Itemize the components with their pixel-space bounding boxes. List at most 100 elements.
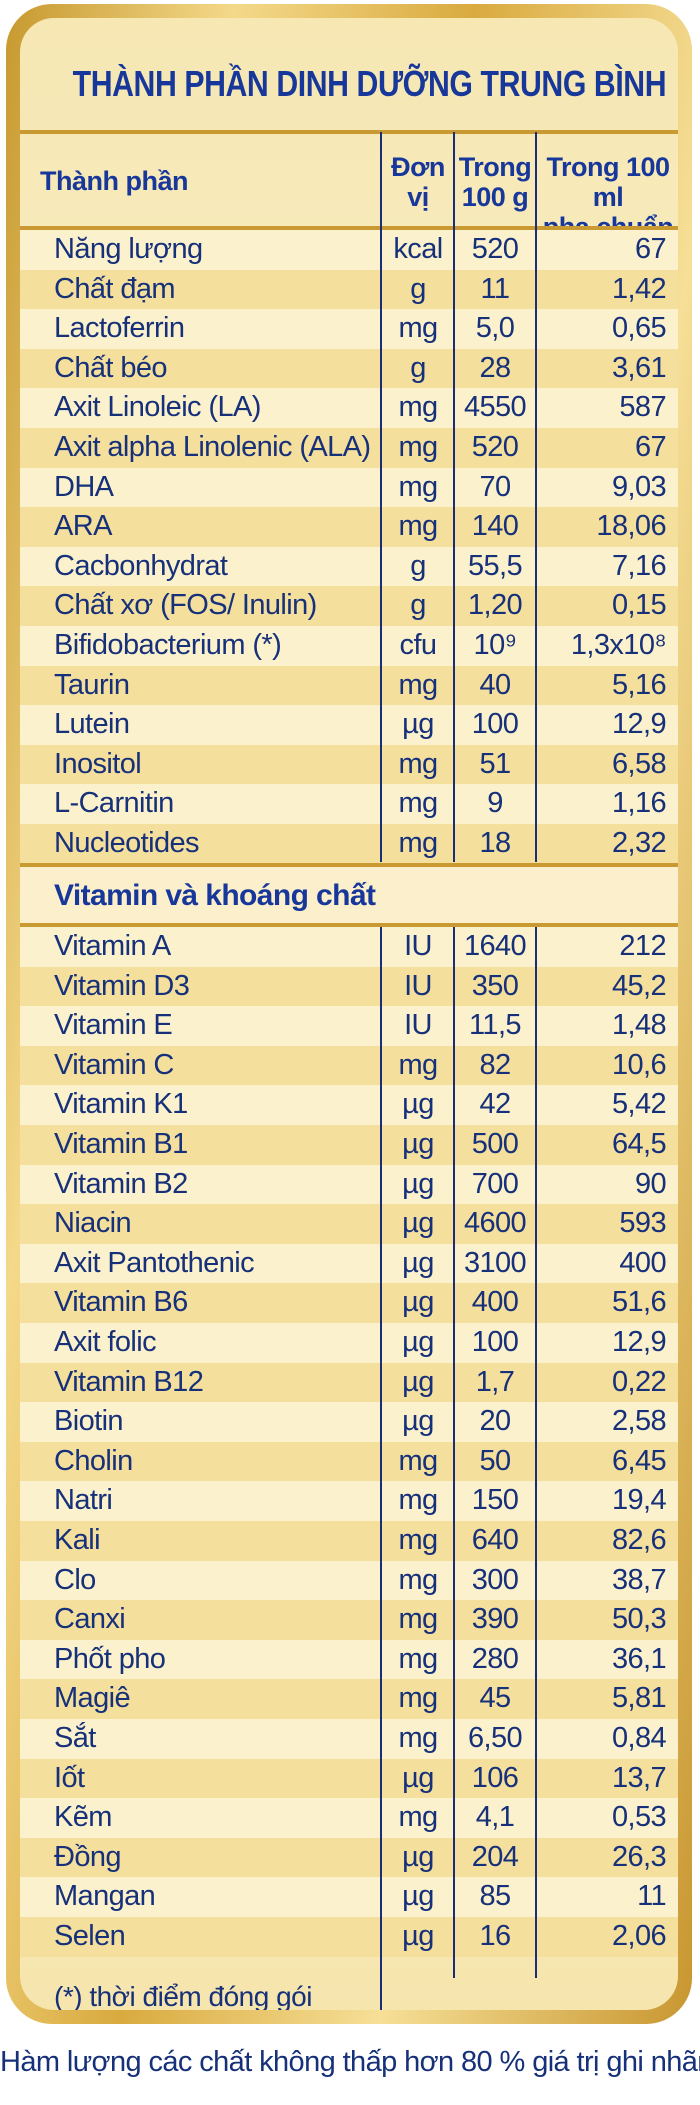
- table-row: ARA mg 140 18,06: [20, 507, 678, 547]
- cell-component: Cholin: [54, 1444, 133, 1477]
- table-row: Taurin mg 40 5,16: [20, 665, 678, 706]
- cell-per-100ml: 400: [619, 1246, 666, 1279]
- cell-per-100ml: 7,16: [611, 549, 667, 582]
- cell-per-100ml: 5,16: [611, 668, 667, 701]
- cell-component: Kẽm: [54, 1801, 112, 1834]
- table-row: L-Carnitin mg 9 1,16: [20, 784, 678, 824]
- cell-unit: µg: [402, 1246, 434, 1279]
- table-row: Vitamin B6 µg 400 51,6: [20, 1283, 678, 1323]
- cell-per-100g: 45: [479, 1682, 511, 1715]
- footnote: (*) thời điểm đóng gói: [54, 1981, 312, 2010]
- cell-per-100ml: 6,45: [611, 1444, 667, 1477]
- cell-unit: mg: [398, 1801, 438, 1834]
- table-row: Selen µg 16 2,06: [20, 1917, 678, 1957]
- cell-per-100g: 150: [471, 1484, 519, 1517]
- cell-component: Chất đạm: [54, 272, 176, 305]
- cell-component: Natri: [54, 1484, 113, 1517]
- cell-unit: mg: [398, 1563, 438, 1596]
- cell-per-100g: 1,20: [467, 589, 523, 622]
- table-row: Vitamin A IU 1640 212: [20, 927, 678, 967]
- cell-component: Axit alpha Linolenic (ALA): [54, 431, 371, 463]
- cell-per-100g: 300: [471, 1563, 519, 1596]
- cell-per-100ml: 90: [634, 1167, 667, 1200]
- cell-per-100g: 5,0: [475, 312, 515, 345]
- cell-unit: IU: [404, 969, 432, 1002]
- cell-component: Vitamin C: [54, 1048, 174, 1081]
- cell-component: Vitamin A: [54, 930, 171, 962]
- cell-per-100g: 40: [479, 668, 511, 701]
- cell-unit: g: [410, 589, 426, 622]
- cell-unit: kcal: [393, 233, 443, 265]
- cell-per-100g: 10⁹: [473, 629, 517, 661]
- cell-component: Inositol: [54, 747, 142, 780]
- table-row: DHA mg 70 9,03: [20, 467, 678, 508]
- cell-per-100g: 520: [471, 233, 519, 265]
- cell-per-100g: 400: [471, 1286, 519, 1319]
- section-title: Vitamin và khoáng chất: [54, 879, 376, 912]
- cell-unit: mg: [398, 1682, 438, 1715]
- cell-per-100ml: 6,58: [611, 747, 667, 780]
- cell-unit: IU: [404, 1009, 432, 1042]
- header-per-100g-line2: 100 g: [461, 182, 529, 212]
- table-row: Chất đạm g 11 1,42: [20, 269, 678, 310]
- cell-per-100ml: 64,5: [611, 1128, 667, 1160]
- cell-unit: µg: [402, 1286, 434, 1319]
- cell-unit: µg: [402, 1920, 434, 1952]
- cell-component: Vitamin D3: [54, 969, 190, 1002]
- column-line-2: [453, 132, 455, 862]
- bottom-note: Hàm lượng các chất không thấp hơn 80 % g…: [0, 2046, 700, 2078]
- column-line-1b: [380, 927, 382, 2010]
- table-row: Axit Linoleic (LA) mg 4550 587: [20, 388, 678, 428]
- nutrition-table: THÀNH PHẦN DINH DƯỠNG TRUNG BÌNH Thành p…: [20, 18, 678, 2010]
- cell-per-100g: 70: [479, 470, 511, 503]
- cell-unit: IU: [404, 930, 432, 962]
- cell-per-100g: 6,50: [467, 1722, 523, 1754]
- header-unit-line2: vị: [407, 182, 429, 212]
- cell-per-100ml: 19,4: [611, 1484, 667, 1517]
- cell-component: ARA: [54, 510, 112, 543]
- cell-per-100g: 3100: [463, 1246, 527, 1279]
- cell-per-100ml: 5,42: [611, 1088, 667, 1121]
- cell-unit: µg: [402, 1840, 434, 1873]
- table-row: Năng lượng kcal 520 67: [20, 230, 678, 270]
- cell-unit: µg: [402, 1207, 434, 1240]
- table-row: Natri mg 150 19,4: [20, 1481, 678, 1521]
- cell-component: Vitamin B1: [54, 1128, 188, 1160]
- cell-unit: cfu: [399, 629, 437, 661]
- header-unit-line1: Đơn: [391, 152, 445, 182]
- cell-per-100ml: 12,9: [611, 708, 667, 741]
- cell-per-100ml: 36,1: [611, 1642, 667, 1675]
- table-row: Canxi mg 390 50,3: [20, 1600, 678, 1640]
- cell-component: Vitamin B6: [54, 1286, 188, 1319]
- cell-unit: µg: [402, 708, 434, 741]
- cell-per-100g: 520: [471, 431, 519, 463]
- cell-unit: g: [410, 272, 426, 305]
- cell-per-100ml: 11: [637, 1880, 667, 1913]
- cell-component: Axit Linoleic (LA): [54, 391, 261, 424]
- cell-per-100ml: 593: [619, 1207, 666, 1240]
- cell-per-100g: 16: [479, 1920, 511, 1952]
- table-row: Vitamin C mg 82 10,6: [20, 1045, 678, 1086]
- table-row: Cacbonhydrat g 55,5 7,16: [20, 546, 678, 587]
- cell-per-100g: 42: [479, 1088, 511, 1121]
- cell-unit: mg: [398, 1524, 438, 1556]
- cell-unit: µg: [402, 1326, 434, 1358]
- cell-unit: mg: [398, 312, 438, 345]
- cell-per-100ml: 38,7: [611, 1563, 667, 1596]
- header-component: Thành phần: [40, 166, 188, 196]
- cell-per-100ml: 10,6: [611, 1048, 667, 1081]
- cell-per-100g: 28: [479, 351, 511, 384]
- cell-component: Clo: [54, 1563, 96, 1596]
- section-divider-top: [20, 863, 678, 867]
- cell-unit: mg: [398, 747, 438, 780]
- cell-per-100g: 106: [471, 1761, 519, 1794]
- cell-component: Taurin: [54, 668, 130, 701]
- table-row: Clo mg 300 38,7: [20, 1560, 678, 1601]
- table-row: Iốt µg 106 13,7: [20, 1758, 678, 1799]
- cell-unit: µg: [402, 1088, 434, 1121]
- cell-component: Chất xơ (FOS/ Inulin): [54, 589, 317, 622]
- cell-per-100ml: 5,81: [611, 1682, 667, 1715]
- cell-component: Vitamin B12: [54, 1365, 204, 1398]
- header-divider: [20, 226, 678, 230]
- cell-component: Nucleotides: [54, 827, 200, 859]
